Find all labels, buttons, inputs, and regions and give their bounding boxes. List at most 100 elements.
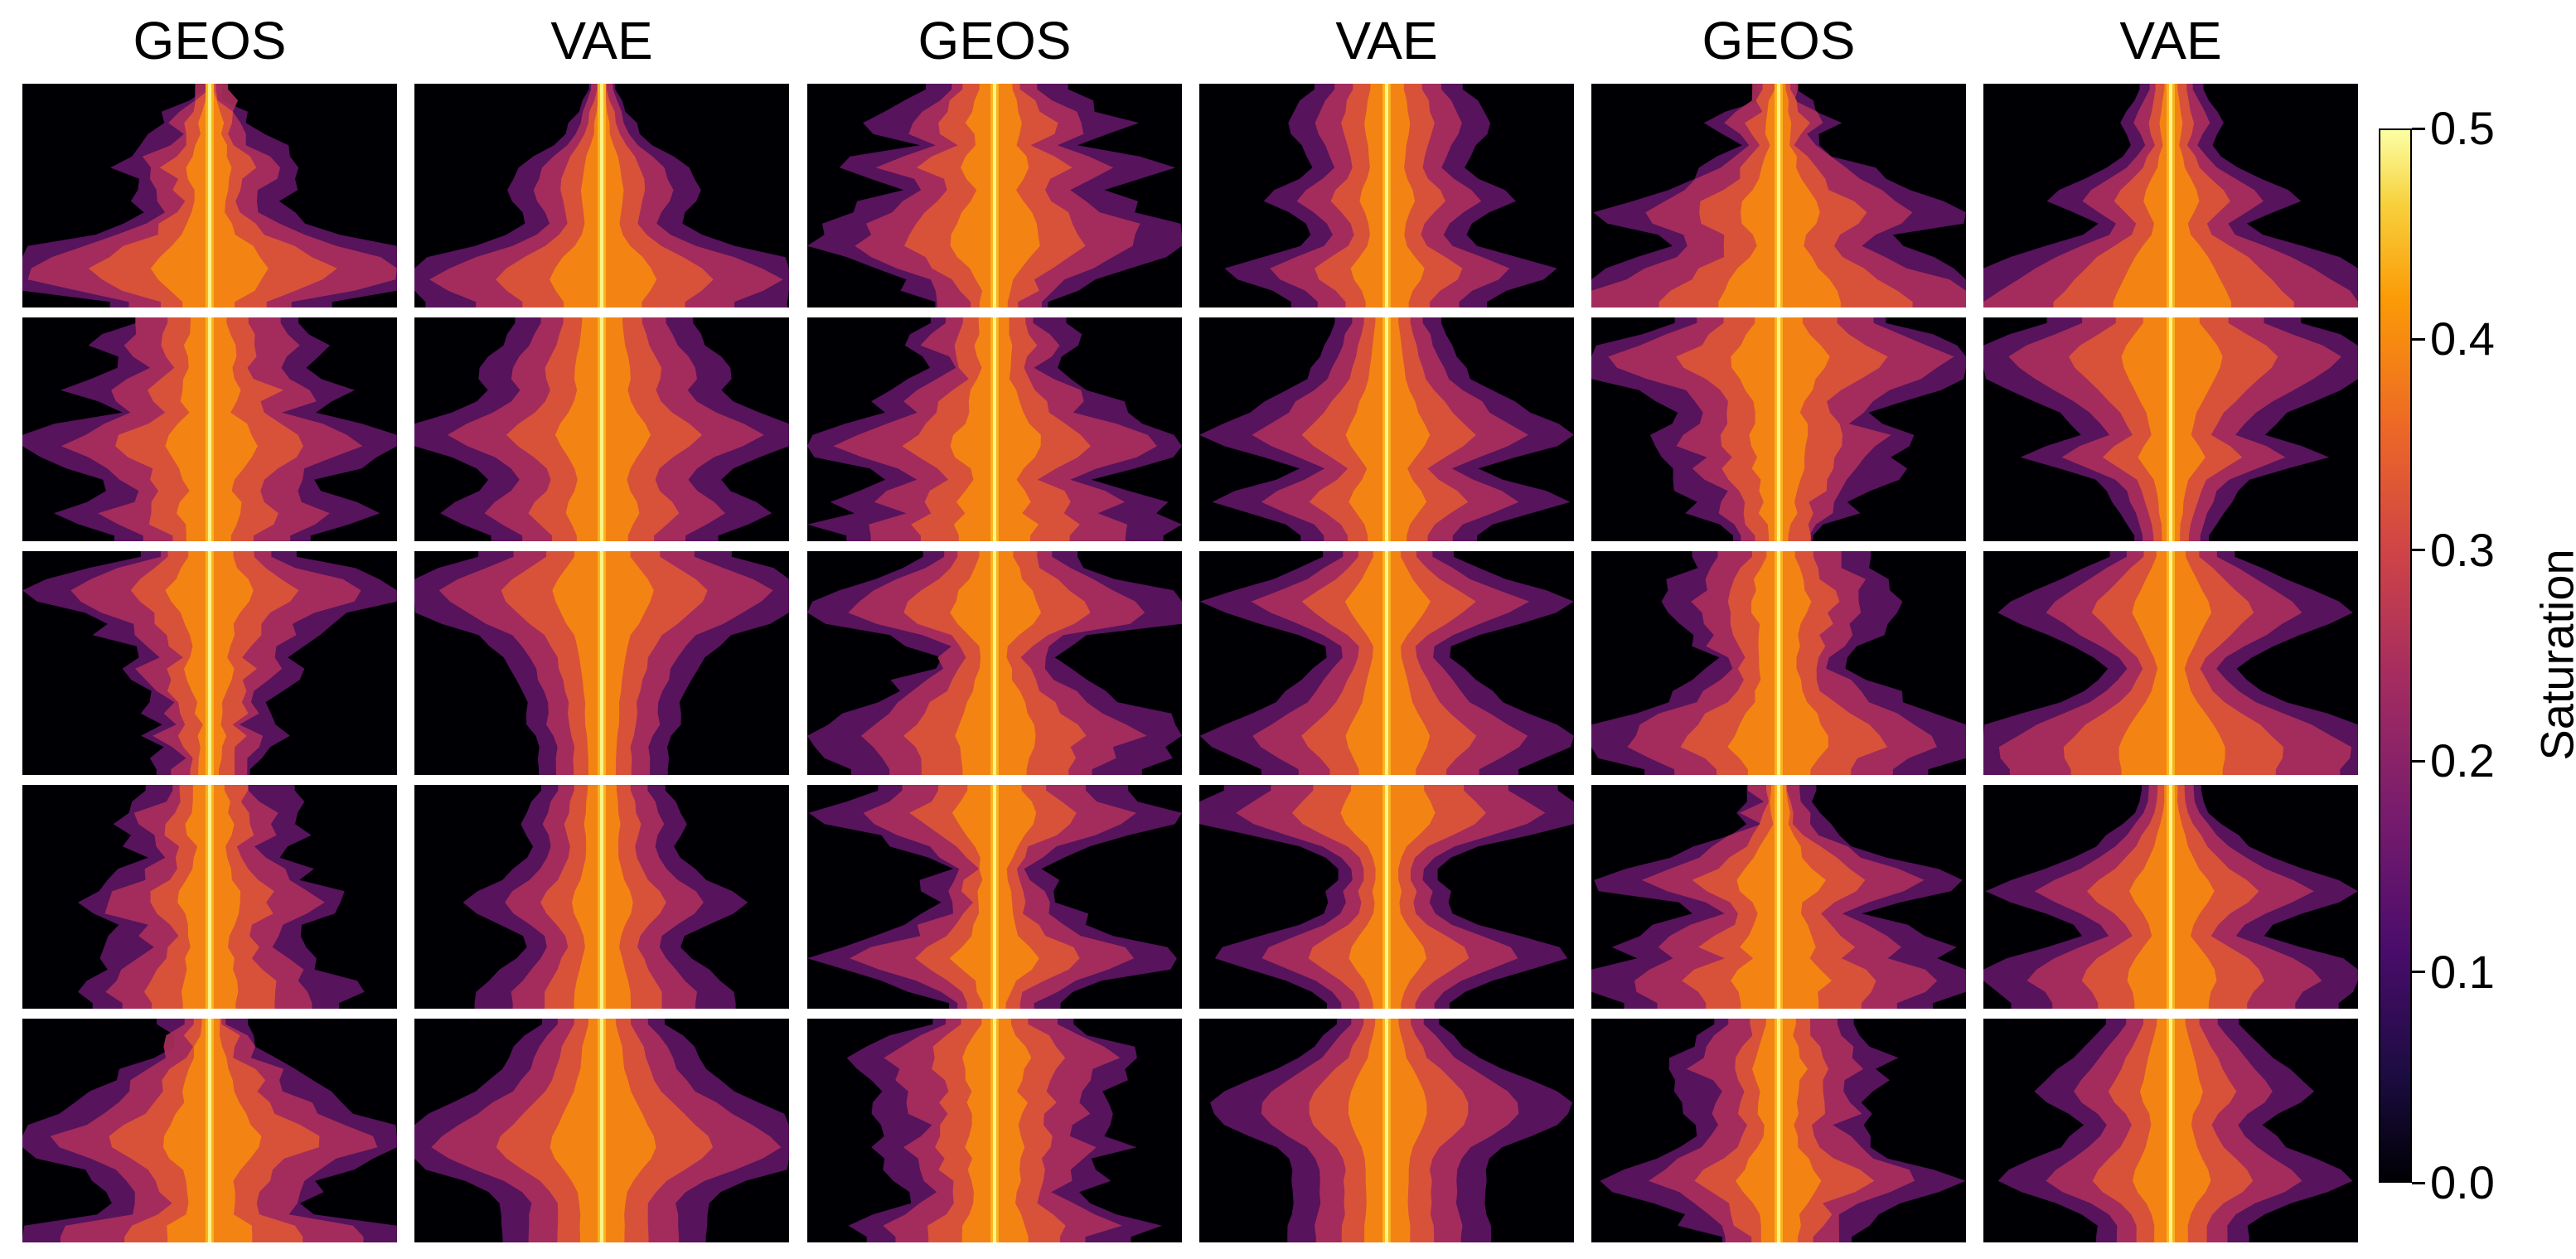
heatmap-canvas (1199, 551, 1574, 775)
heatmap-canvas (1199, 317, 1574, 541)
heatmap-canvas (1983, 84, 2358, 307)
heatmap-canvas (1591, 84, 1966, 307)
heatmap-canvas (807, 551, 1182, 775)
injection-well-core (992, 1019, 997, 1242)
heatmap-panel-r5-c1 (22, 1019, 397, 1242)
heatmap-panel-r2-c1 (22, 317, 397, 541)
heatmap-panel-r5-c4 (1199, 1019, 1574, 1242)
heatmap-canvas (414, 317, 789, 541)
heatmap-panel-r4-c1 (22, 785, 397, 1009)
heatmap-canvas (414, 1019, 789, 1242)
injection-well-core (992, 551, 997, 775)
heatmap-panel-r3-c3 (807, 551, 1182, 775)
injection-well-core (207, 785, 212, 1009)
heatmap-panel-r1-c5 (1591, 84, 1966, 307)
injection-well-core (207, 1019, 212, 1242)
colorbar-tick (2412, 549, 2425, 552)
heatmap-panel-r5-c3 (807, 1019, 1182, 1242)
heatmap-panel-r4-c5 (1591, 785, 1966, 1009)
heatmap-panel-r3-c5 (1591, 551, 1966, 775)
injection-well-core (1384, 1019, 1389, 1242)
heatmap-canvas (22, 785, 397, 1009)
colorbar-tick-label: 0.3 (2430, 523, 2495, 576)
heatmap-panel-r1-c1 (22, 84, 397, 307)
heatmap-panel-r1-c4 (1199, 84, 1574, 307)
heatmap-canvas (1591, 317, 1966, 541)
heatmap-canvas (1591, 551, 1966, 775)
injection-well-core (1384, 317, 1389, 541)
heatmap-canvas (807, 84, 1182, 307)
injection-well-core (992, 317, 997, 541)
injection-well-core (2168, 785, 2173, 1009)
heatmap-canvas (1591, 785, 1966, 1009)
colorbar-tick-label: 0.0 (2430, 1156, 2495, 1208)
colorbar-label: Saturation (2530, 549, 2576, 761)
heatmap-canvas (22, 317, 397, 541)
heatmap-canvas (414, 785, 789, 1009)
column-title-5: GEOS (1702, 11, 1856, 70)
injection-well-core (1384, 84, 1389, 307)
heatmap-panel-r5-c5 (1591, 1019, 1966, 1242)
column-title-3: GEOS (918, 11, 1072, 70)
heatmap-canvas (1199, 785, 1574, 1009)
heatmap-panel-r1-c3 (807, 84, 1182, 307)
injection-well-core (2168, 1019, 2173, 1242)
heatmap-canvas (1983, 785, 2358, 1009)
heatmap-canvas (1983, 1019, 2358, 1242)
column-title-2: VAE (550, 11, 653, 70)
injection-well-core (2168, 84, 2173, 307)
colorbar-tick-label: 0.1 (2430, 945, 2495, 998)
heatmap-canvas (22, 1019, 397, 1242)
heatmap-panel-r2-c4 (1199, 317, 1574, 541)
heatmap-canvas (1983, 317, 2358, 541)
injection-well-core (992, 785, 997, 1009)
heatmap-panel-r4-c3 (807, 785, 1182, 1009)
heatmap-panel-r4-c6 (1983, 785, 2358, 1009)
heatmap-panel-r1-c2 (414, 84, 789, 307)
heatmap-panel-r1-c6 (1983, 84, 2358, 307)
colorbar-tick (2412, 337, 2425, 341)
column-title-4: VAE (1335, 11, 1438, 70)
colorbar-tick-label: 0.4 (2430, 312, 2495, 366)
heatmap-canvas (807, 785, 1182, 1009)
heatmap-canvas (22, 551, 397, 775)
colorbar-tick-label: 0.5 (2430, 102, 2495, 154)
injection-well-core (207, 317, 212, 541)
injection-well-core (207, 551, 212, 775)
heatmap-canvas (1199, 1019, 1574, 1242)
heatmap-canvas (807, 317, 1182, 541)
injection-well-core (1776, 84, 1781, 307)
injection-well-core (992, 84, 997, 307)
heatmap-panel-r2-c2 (414, 317, 789, 541)
injection-well-core (599, 317, 604, 541)
injection-well-core (1776, 317, 1781, 541)
injection-well-core (1776, 551, 1781, 775)
injection-well-core (1384, 551, 1389, 775)
colorbar-tick-label: 0.2 (2430, 734, 2495, 787)
colorbar-tick (2412, 971, 2425, 974)
heatmap-canvas (1983, 551, 2358, 775)
heatmap-canvas (1199, 84, 1574, 307)
heatmap-panel-r4-c4 (1199, 785, 1574, 1009)
heatmap-panel-r3-c1 (22, 551, 397, 775)
heatmap-panel-r5-c2 (414, 1019, 789, 1242)
injection-well-core (1384, 785, 1389, 1009)
heatmap-panel-r2-c6 (1983, 317, 2358, 541)
colorbar-tick (2412, 759, 2425, 763)
injection-well-core (1776, 785, 1781, 1009)
injection-well-core (599, 1019, 604, 1242)
column-title-1: GEOS (133, 11, 287, 70)
injection-well-core (207, 84, 212, 307)
heatmap-canvas (414, 84, 789, 307)
heatmap-panel-r3-c2 (414, 551, 789, 775)
heatmap-panel-r2-c5 (1591, 317, 1966, 541)
colorbar (2379, 128, 2412, 1183)
injection-well-core (1776, 1019, 1781, 1242)
injection-well-core (2168, 551, 2173, 775)
heatmap-canvas (22, 84, 397, 307)
injection-well-core (599, 785, 604, 1009)
injection-well-core (599, 84, 604, 307)
heatmap-canvas (1591, 1019, 1966, 1242)
colorbar-tick (2412, 127, 2425, 130)
